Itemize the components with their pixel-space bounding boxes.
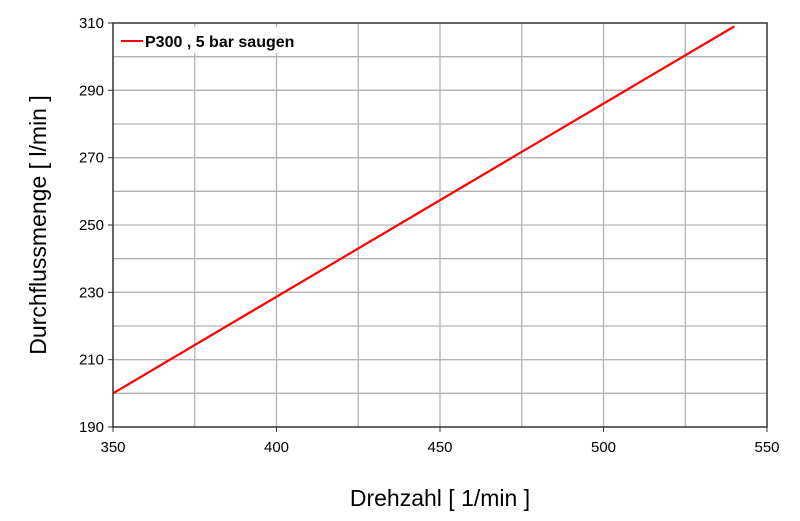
plot-frame (112, 22, 768, 428)
x-tick-label: 350 (100, 439, 125, 456)
y-tick-label: 270 (79, 150, 104, 167)
x-tick-label: 550 (754, 439, 779, 456)
x-tick-label: 400 (264, 439, 289, 456)
x-axis-label: Drehzahl [ 1/min ] (350, 485, 530, 511)
y-tick-label: 250 (79, 217, 104, 234)
legend-label: P300 , 5 bar saugen (145, 34, 294, 51)
x-tick-label: 450 (427, 439, 452, 456)
y-tick-label: 210 (79, 352, 104, 369)
x-tick-label: 500 (591, 439, 616, 456)
y-axis-label: Durchflussmenge [ l/min ] (25, 95, 51, 354)
grid (113, 23, 767, 427)
legend: P300 , 5 bar saugen (116, 27, 331, 53)
tick-labels: 350 400 450 500 550 190 210 230 250 270 290 310 (79, 15, 780, 456)
y-tick-label: 230 (79, 284, 104, 301)
series-lines (112, 25, 735, 395)
y-tick-label: 290 (79, 82, 104, 99)
y-tick-label: 310 (79, 15, 104, 32)
y-tick-label: 190 (79, 419, 104, 436)
series-line (112, 25, 735, 395)
